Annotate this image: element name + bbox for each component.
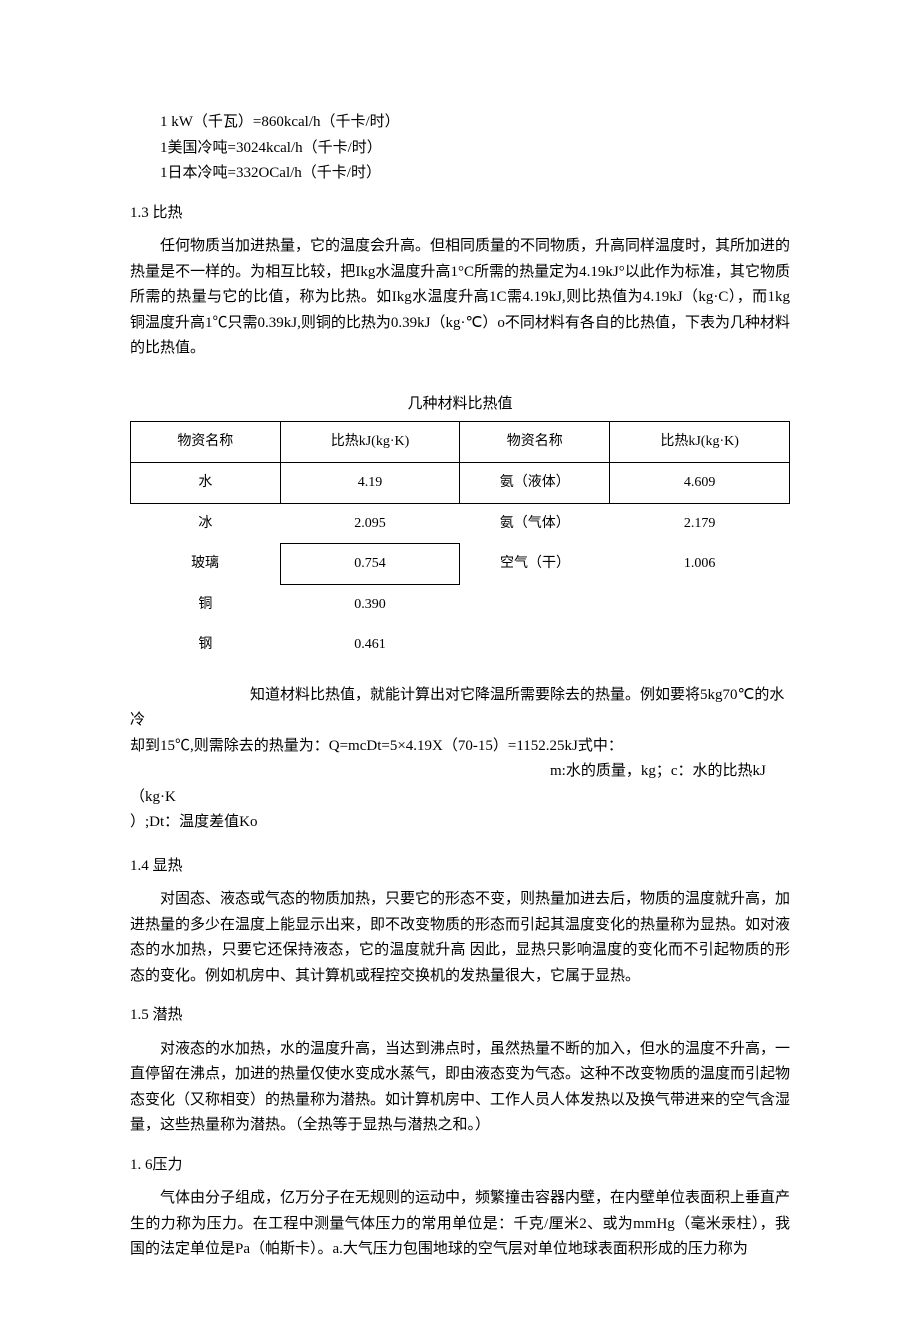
example-line: 却到15℃,则需除去的热量为：Q=mcDt=5×4.19X（70-15）=115… [130, 734, 790, 760]
section-1-5-paragraph: 对液态的水加热，水的温度升高，当达到沸点时，虽然热量不断的加入，但水的温度不升高… [130, 1037, 790, 1139]
cell-material: 冰 [131, 503, 281, 544]
section-1-6-paragraph: 气体由分子组成，亿万分子在无规则的运动中，频繁撞击容器内壁，在内壁单位表面积上垂… [130, 1186, 790, 1263]
cell-value: 0.754 [280, 544, 460, 585]
worked-example: 知道材料比热值，就能计算出对它降温所需要除去的热量。例如要将5kg70℃的水冷 … [130, 683, 790, 836]
cell-material: 玻璃 [131, 544, 281, 585]
cell-material: 铜 [131, 585, 281, 625]
table-row: 玻璃 0.754 空气（干） 1.006 [131, 544, 790, 585]
col-header-material-2: 物资名称 [460, 422, 610, 463]
section-1-3-heading: 1.3 比热 [130, 201, 790, 227]
col-header-value-1: 比热kJ(kg·K) [280, 422, 460, 463]
cell-value: 4.609 [610, 462, 790, 503]
conversion-jp-rt: 1日本冷吨=332OCal/h（千卡/时） [130, 161, 790, 187]
cell-material: 水 [131, 462, 281, 503]
cell-value: 0.461 [280, 625, 460, 665]
cell-material: 钢 [131, 625, 281, 665]
col-header-material-1: 物资名称 [131, 422, 281, 463]
section-1-4-heading: 1.4 显热 [130, 854, 790, 880]
section-1-5-heading: 1.5 潜热 [130, 1003, 790, 1029]
table-row: 钢 0.461 [131, 625, 790, 665]
example-line: m:水的质量，kg；c：水的比热kJ（kg·K [130, 759, 790, 810]
cell-value: 2.179 [610, 503, 790, 544]
cell-value: 4.19 [280, 462, 460, 503]
table-row: 冰 2.095 氨（气体） 2.179 [131, 503, 790, 544]
cell-value: 1.006 [610, 544, 790, 585]
example-line: 知道材料比热值，就能计算出对它降温所需要除去的热量。例如要将5kg70℃的水冷 [130, 683, 790, 734]
section-1-6-heading: 1. 6压力 [130, 1153, 790, 1179]
table-header-row: 物资名称 比热kJ(kg·K) 物资名称 比热kJ(kg·K) [131, 422, 790, 463]
example-line: ）;Dt：温度差值Ko [130, 810, 790, 836]
cell-value: 0.390 [280, 585, 460, 625]
cell-material [460, 585, 610, 625]
unit-conversions: 1 kW（千瓦）=860kcal/h（千卡/时） 1美国冷吨=3024kcal/… [130, 110, 790, 187]
cell-value [610, 585, 790, 625]
specific-heat-table-title: 几种材料比热值 [130, 392, 790, 418]
section-1-3-paragraph: 任何物质当加进热量，它的温度会升高。但相同质量的不同物质，升高同样温度时，其所加… [130, 234, 790, 362]
conversion-kw: 1 kW（千瓦）=860kcal/h（千卡/时） [130, 110, 790, 136]
table-row: 水 4.19 氨（液体） 4.609 [131, 462, 790, 503]
col-header-value-2: 比热kJ(kg·K) [610, 422, 790, 463]
conversion-us-rt: 1美国冷吨=3024kcal/h（千卡/时） [130, 136, 790, 162]
cell-material: 氨（气体） [460, 503, 610, 544]
cell-value: 2.095 [280, 503, 460, 544]
specific-heat-table: 物资名称 比热kJ(kg·K) 物资名称 比热kJ(kg·K) 水 4.19 氨… [130, 421, 790, 665]
cell-material [460, 625, 610, 665]
cell-value [610, 625, 790, 665]
section-1-4-paragraph: 对固态、液态或气态的物质加热，只要它的形态不变，则热量加进去后，物质的温度就升高… [130, 887, 790, 989]
cell-material: 氨（液体） [460, 462, 610, 503]
cell-material: 空气（干） [460, 544, 610, 585]
table-row: 铜 0.390 [131, 585, 790, 625]
